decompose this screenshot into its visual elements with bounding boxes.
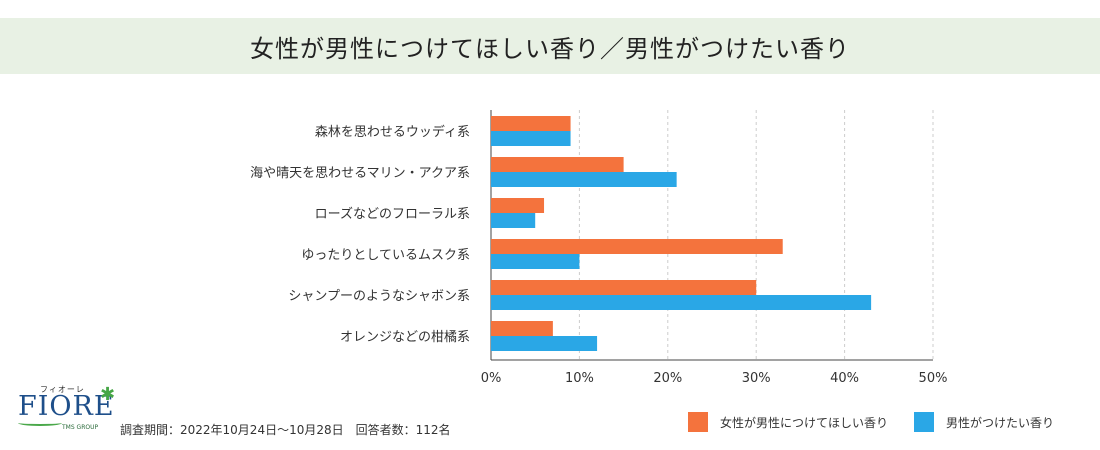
x-tick-label: 30%: [742, 371, 771, 386]
category-label: ローズなどのフローラル系: [315, 206, 470, 222]
logo-name: FIORE: [18, 391, 115, 422]
category-label: ゆったりとしているムスク系: [301, 248, 470, 263]
legend-item-women: 女性が男性につけてほしい香り: [688, 412, 888, 432]
bar-men: [491, 213, 536, 228]
bar-women: [491, 116, 571, 131]
legend-label-women: 女性が男性につけてほしい香り: [720, 415, 889, 430]
logo-swoosh: [18, 420, 62, 426]
legend-label-men: 男性がつけたい香り: [946, 415, 1055, 430]
bar-women: [491, 321, 553, 336]
legend-item-men: 男性がつけたい香り: [914, 412, 1054, 432]
legend: 女性が男性につけてほしい香り 男性がつけたい香り: [688, 412, 1080, 432]
x-tick-label: 10%: [565, 371, 594, 386]
fiore-logo: フィオーレ FIORE ✱ TMS GROUP: [18, 384, 118, 434]
bar-men: [491, 295, 872, 310]
bar-men: [491, 336, 598, 351]
category-label: 海や晴天を思わせるマリン・アクア系: [250, 166, 470, 181]
bar-men: [491, 172, 677, 187]
legend-swatch-women: [688, 412, 708, 432]
bar-men: [491, 254, 580, 269]
x-tick-label: 0%: [481, 371, 502, 386]
title-bar: 女性が男性につけてほしい香り／男性がつけたい香り: [0, 18, 1100, 74]
category-label: 森林を思わせるウッディ系: [315, 124, 470, 140]
logo-group: TMS GROUP: [62, 424, 99, 431]
logo-kana: フィオーレ: [40, 385, 85, 394]
x-tick-label: 40%: [830, 371, 859, 386]
legend-swatch-men: [914, 412, 935, 432]
bar-women: [491, 280, 757, 295]
bar-women: [491, 198, 545, 213]
bar-women: [491, 239, 783, 254]
bar-men: [491, 131, 571, 146]
survey-note: 調査期間：2022年10月24日～10月28日 回答者数：112名: [120, 423, 451, 437]
category-label: オレンジなどの柑橘系: [340, 329, 470, 345]
chart-title: 女性が男性につけてほしい香り／男性がつけたい香り: [250, 34, 850, 63]
clover-icon: ✱: [100, 384, 116, 405]
category-label: シャンプーのようなシャボン系: [288, 289, 470, 304]
x-tick-label: 50%: [919, 371, 948, 386]
bar-women: [491, 157, 624, 172]
x-tick-label: 20%: [653, 371, 682, 386]
